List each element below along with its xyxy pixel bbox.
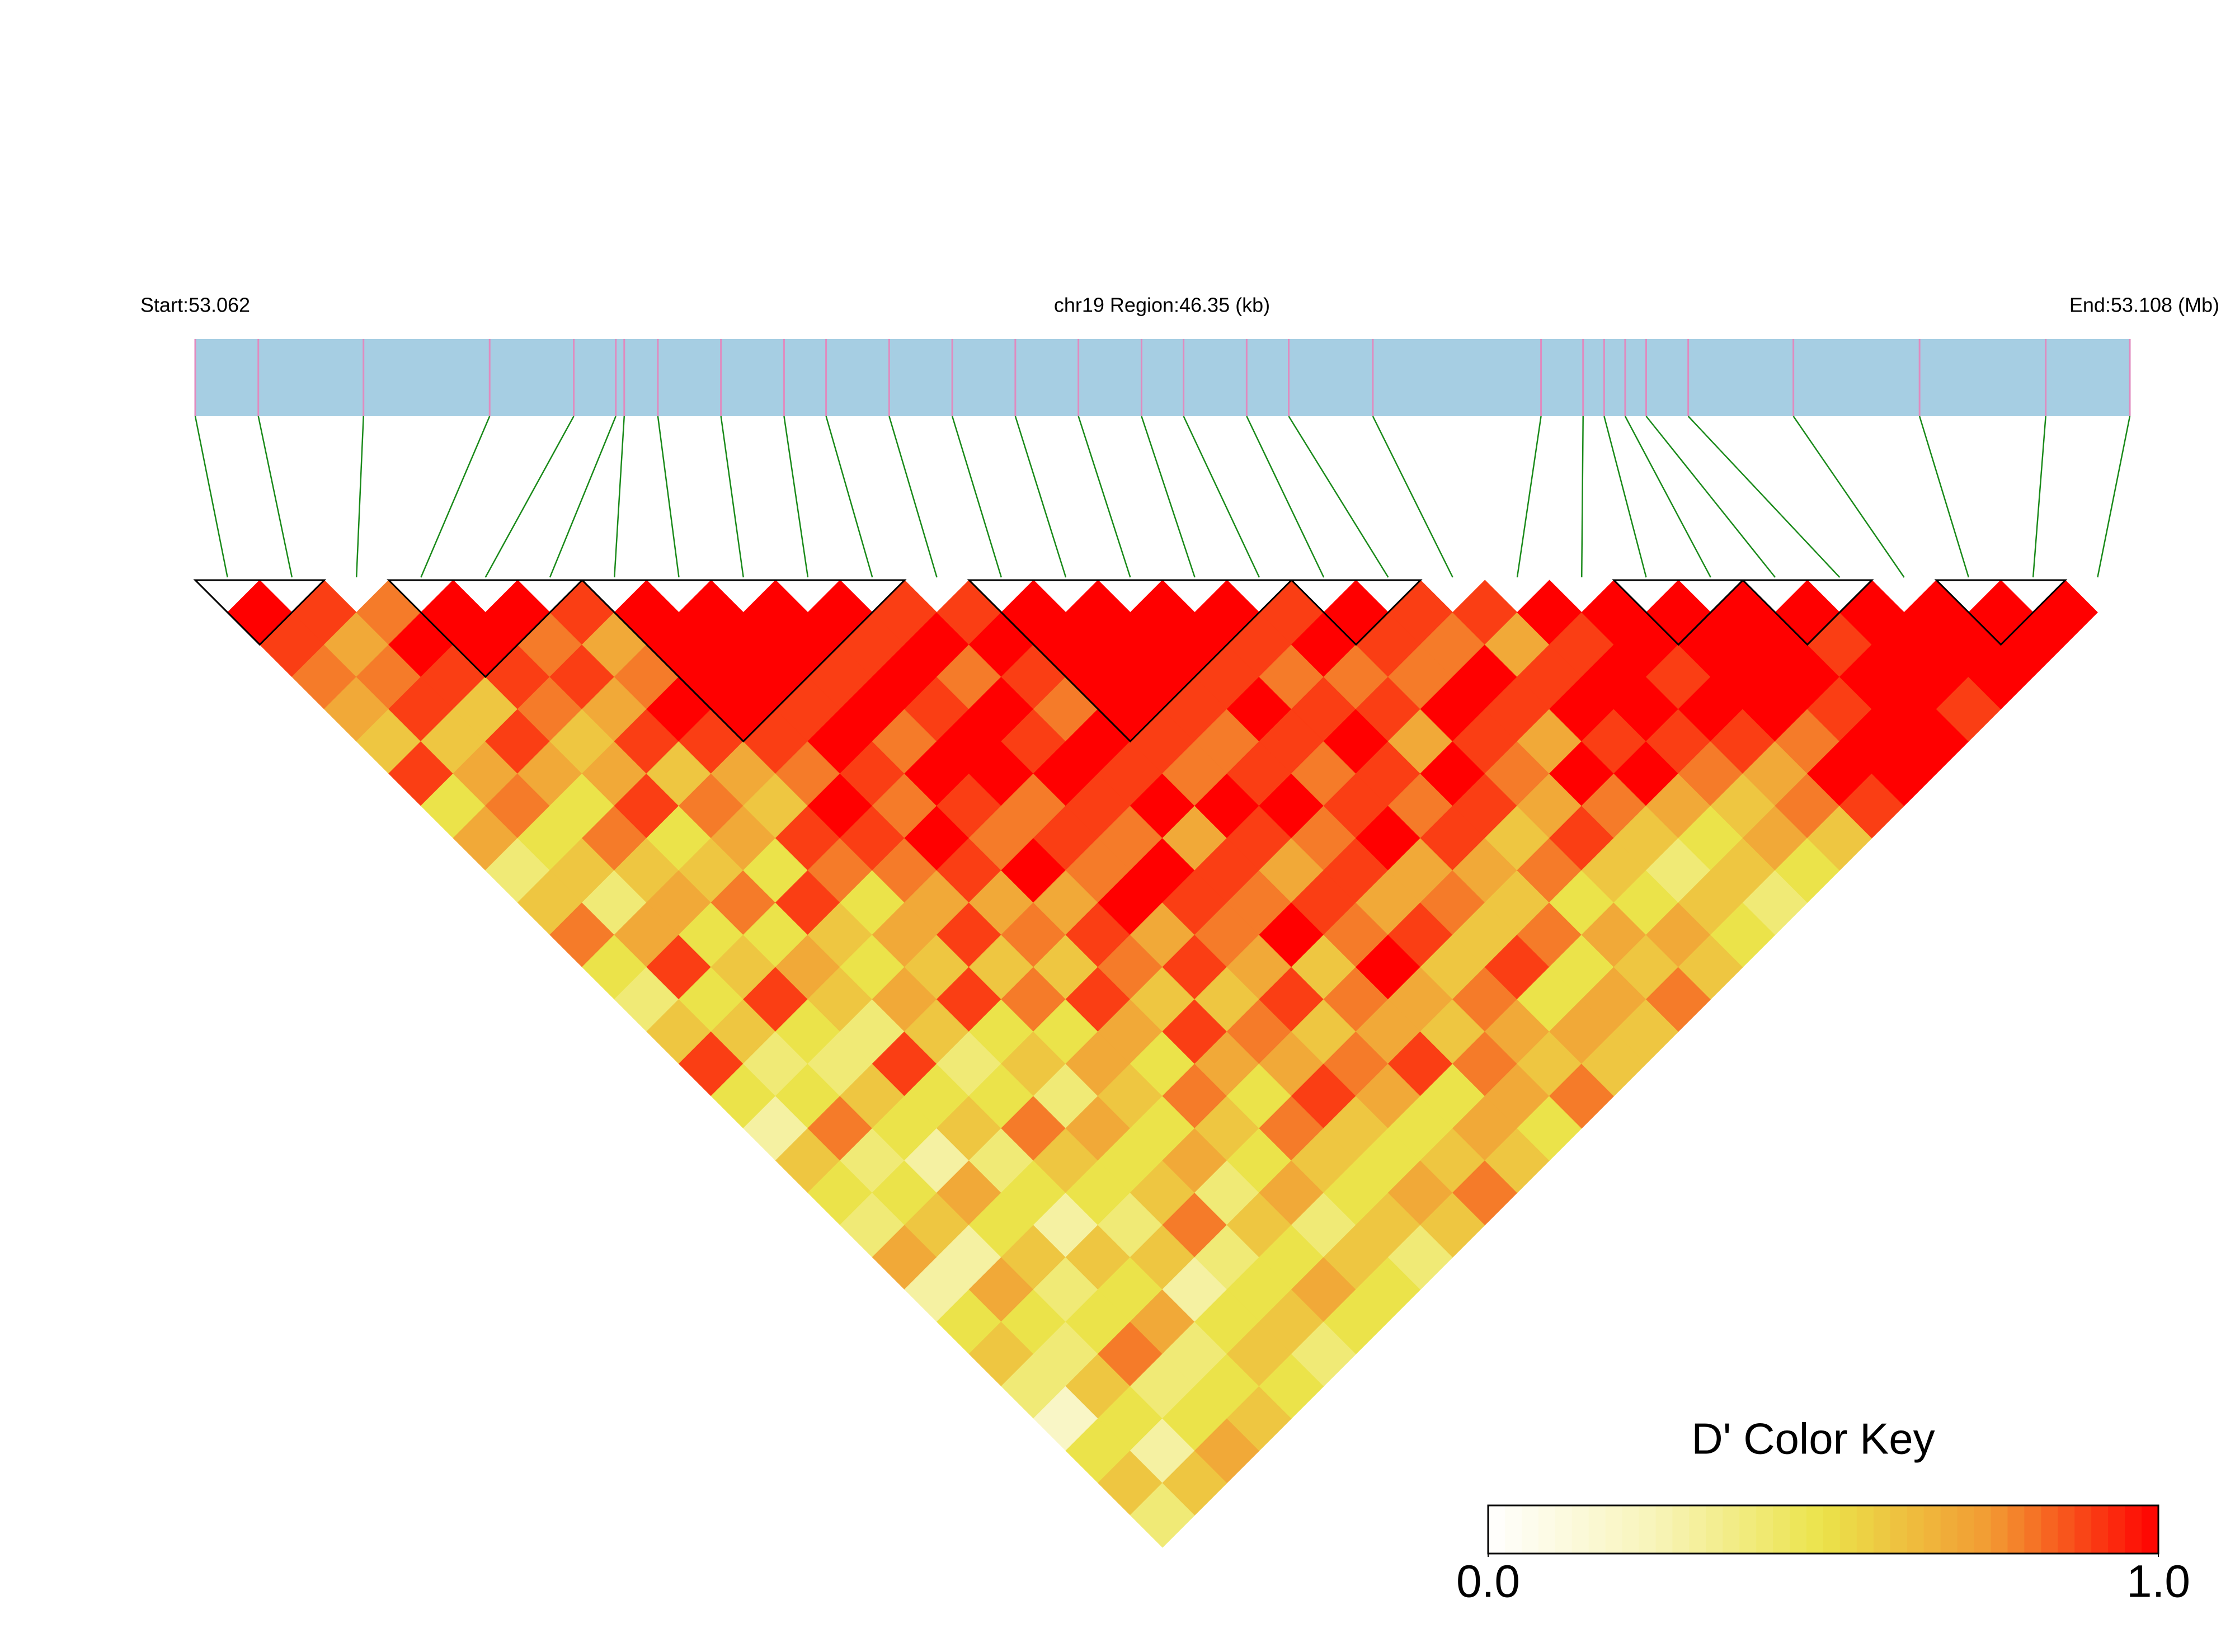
snp-connector — [1141, 416, 1196, 578]
ld-block — [1612, 579, 1745, 646]
color-key-step — [1655, 1505, 1673, 1554]
region-end: End:53.108 (Mb) — [2069, 294, 2219, 317]
color-key-step — [2024, 1505, 2041, 1554]
snp-connector — [1624, 416, 1711, 578]
snp-connector — [613, 416, 625, 578]
color-key-step — [1756, 1505, 1773, 1554]
region-start: Start:53.062 — [140, 294, 250, 317]
color-key-step — [2041, 1505, 2058, 1554]
color-key-step — [1773, 1505, 1790, 1554]
color-key-step — [2142, 1505, 2159, 1554]
snp-connector — [194, 416, 228, 578]
snp-connector — [1288, 416, 1389, 578]
ld-block — [1740, 579, 1874, 646]
color-key-step — [2074, 1505, 2092, 1554]
color-key-step — [1790, 1505, 1807, 1554]
snp-connector — [355, 416, 364, 578]
snp-connector — [1603, 416, 1647, 578]
snp-connector — [549, 416, 617, 578]
snp-connector — [720, 416, 745, 578]
color-key-step — [2108, 1505, 2125, 1554]
color-key-step — [1689, 1505, 1706, 1554]
position-bar — [195, 339, 2130, 416]
color-key-step — [1639, 1505, 1657, 1554]
snp-connector — [1183, 416, 1260, 578]
snp-connector — [1014, 416, 1067, 578]
color-key-step — [1856, 1505, 1874, 1554]
snp-connector — [1580, 416, 1584, 578]
color-key-step — [1873, 1505, 1891, 1554]
color-key-step — [1555, 1505, 1573, 1554]
color-key-title: D' Color Key — [1691, 1414, 1935, 1463]
color-key-step — [1723, 1505, 1740, 1554]
color-key-step — [1907, 1505, 1925, 1554]
color-key-step — [1521, 1505, 1539, 1554]
snp-connector — [1792, 416, 1905, 578]
snp-connector — [420, 416, 491, 578]
color-key-step — [1672, 1505, 1690, 1554]
snp-connector — [2032, 416, 2046, 578]
ld-block — [387, 579, 585, 679]
snp-connector — [2097, 416, 2131, 578]
color-key-step — [1739, 1505, 1757, 1554]
ld-block — [580, 579, 907, 743]
ld-block — [193, 579, 327, 646]
color-key-step — [1588, 1505, 1606, 1554]
snp-connector — [888, 416, 938, 578]
color-key-step — [1538, 1505, 1556, 1554]
color-key-step — [1806, 1505, 1824, 1554]
color-key-step — [1504, 1505, 1522, 1554]
color-key-step — [2007, 1505, 2025, 1554]
snp-connector — [657, 416, 680, 578]
color-key-step — [1957, 1505, 1975, 1554]
snp-connector — [1645, 416, 1776, 578]
color-key-step — [1940, 1505, 1958, 1554]
color-key-step — [2091, 1505, 2109, 1554]
snp-connector — [484, 416, 575, 578]
color-key-step — [1974, 1505, 1992, 1554]
color-key-step — [1890, 1505, 1908, 1554]
snp-connector — [783, 416, 809, 578]
snp-connector — [825, 416, 873, 578]
color-key-step — [1991, 1505, 2008, 1554]
color-key-step — [1605, 1505, 1623, 1554]
snp-connector — [1516, 416, 1542, 578]
color-key-step — [1488, 1505, 1505, 1554]
snp-connector — [1687, 416, 1841, 578]
color-key-tick-label: 1.0 — [2126, 1556, 2190, 1607]
color-key-step — [1923, 1505, 1941, 1554]
snp-connector — [257, 416, 293, 578]
color-key-step — [1823, 1505, 1841, 1554]
snp-connector — [1918, 416, 1970, 578]
color-key-step — [1571, 1505, 1589, 1554]
ld-block — [967, 579, 1294, 743]
snp-connector — [1246, 416, 1325, 578]
color-key-step — [2125, 1505, 2142, 1554]
region-title: chr19 Region:46.35 (kb) — [1054, 294, 1270, 317]
color-key-frame — [1487, 1504, 2159, 1555]
ld-block — [1934, 579, 2068, 646]
snp-connector — [951, 416, 1003, 578]
color-key-tick-label: 0.0 — [1456, 1556, 1520, 1607]
color-key-step — [1706, 1505, 1723, 1554]
ld-block — [1289, 579, 1423, 646]
color-key-step — [1622, 1505, 1640, 1554]
color-key-step — [1839, 1505, 1857, 1554]
color-key-step — [2058, 1505, 2075, 1554]
snp-connector — [1372, 416, 1453, 578]
snp-connector — [1077, 416, 1131, 578]
